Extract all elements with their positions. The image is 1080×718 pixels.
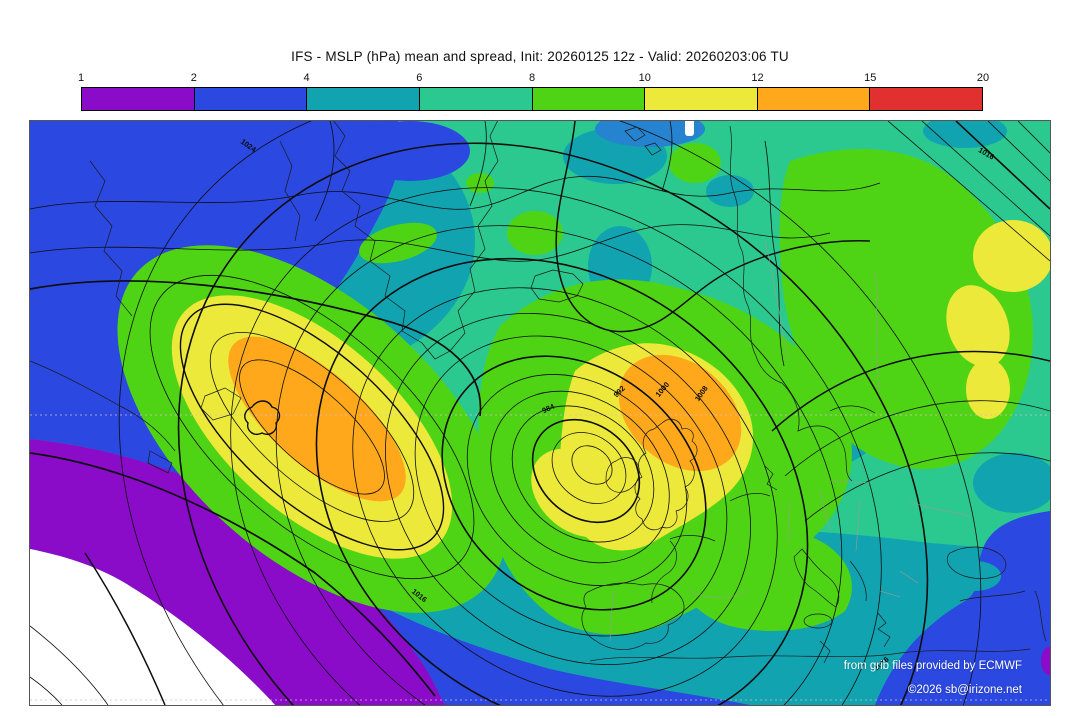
coastlines — [30, 121, 1047, 664]
colorbar-tick-12: 12 — [751, 72, 764, 84]
colorbar-segment-6-8 — [419, 88, 533, 110]
colorbar-segment-8-10 — [532, 88, 646, 110]
colorbar-segment-15-20 — [870, 88, 982, 110]
colorbar-segment-4-6 — [307, 88, 420, 110]
spread-central-system — [478, 279, 852, 635]
colorbar-tick-6: 6 — [416, 72, 423, 84]
colorbar-segments — [81, 87, 983, 111]
colorbar-tick-4: 4 — [303, 72, 310, 84]
colorbar-segment-1-2 — [82, 88, 195, 110]
colorbar-segment-10-12 — [645, 88, 758, 110]
spread-white-corner — [30, 549, 275, 705]
isobar-contours — [30, 121, 1050, 705]
chart-title: IFS - MSLP (hPa) mean and spread, Init: … — [291, 49, 789, 64]
colorbar-segment-2-4 — [194, 88, 308, 110]
spread-purple-layer — [30, 439, 1050, 705]
country-borders — [609, 240, 971, 642]
attribution-copyright: ©2026 sb@irizone.net — [907, 684, 1022, 696]
colorbar-ticks: 1 2 4 6 8 10 12 15 20 — [77, 72, 989, 85]
colorbar-tick-8: 8 — [528, 72, 536, 84]
colorbar-tick-1: 1 — [77, 72, 85, 84]
colorbar-segment-12-15 — [757, 88, 871, 110]
colorbar-tick-15: 15 — [864, 72, 877, 84]
top-edge-white-notch — [685, 121, 694, 136]
spread-teal-patch-se — [949, 561, 1001, 591]
colorbar-tick-2: 2 — [190, 72, 197, 84]
map-canvas — [30, 121, 1050, 705]
graticule-lines — [30, 414, 1050, 701]
colorbar: 1 2 4 6 8 10 12 15 20 — [77, 72, 989, 112]
spread-right-system — [359, 143, 1050, 470]
spread-left-system — [117, 245, 507, 613]
colorbar-tick-20: 20 — [976, 72, 990, 84]
colorbar-tick-10: 10 — [638, 72, 651, 84]
weather-map: 1024 1016 984 992 1000 1008 1016 1016 from grib… — [29, 120, 1051, 706]
attribution-ecmwf: from grib files provided by ECMWF — [843, 660, 1022, 672]
